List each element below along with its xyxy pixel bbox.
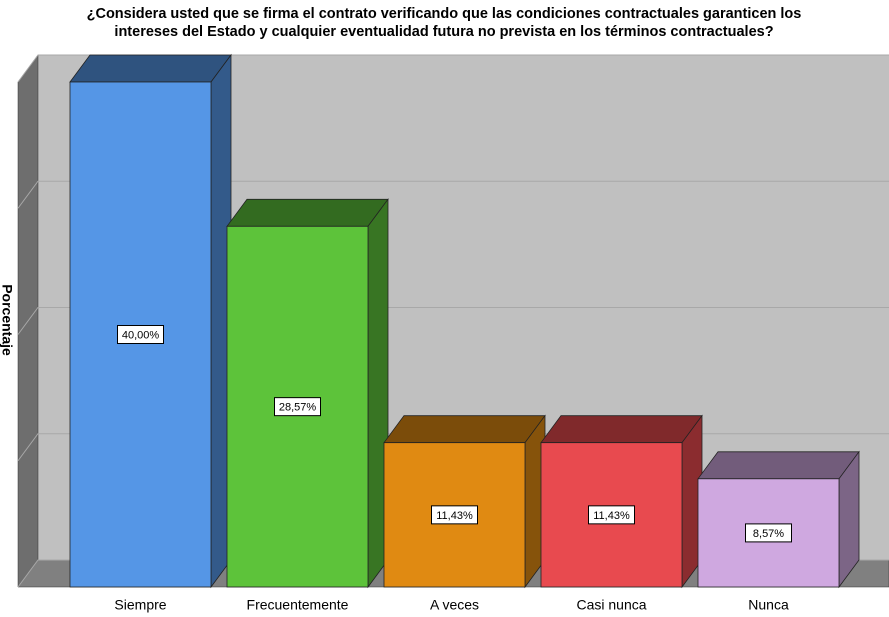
- bar-top: [383, 415, 546, 444]
- value-label: 11,43%: [593, 510, 630, 522]
- value-label: 11,43%: [436, 510, 473, 522]
- value-label-box: [274, 397, 321, 417]
- value-label: 8,57%: [753, 528, 784, 540]
- grid-line: [17, 307, 889, 335]
- value-label-box: [588, 505, 635, 525]
- y-axis-label: Porcentaje: [0, 284, 15, 356]
- chart-title: intereses del Estado y cualquier eventua…: [114, 24, 773, 40]
- value-label-box: [431, 505, 478, 525]
- x-tick-label: Casi nunca: [576, 597, 646, 613]
- chart-title: ¿Considera usted que se firma el contrat…: [87, 6, 802, 22]
- bar: [383, 414, 546, 589]
- value-label: 40,00%: [122, 329, 160, 341]
- x-tick-label: Frecuentemente: [247, 597, 349, 613]
- grid-line: [17, 180, 889, 209]
- x-tick-label: A veces: [430, 597, 479, 613]
- bar-top: [540, 415, 703, 444]
- bar-top: [69, 54, 232, 83]
- x-tick-label: Siempre: [114, 597, 166, 613]
- x-tick-label: Nunca: [748, 597, 789, 613]
- bar-top: [697, 451, 860, 480]
- value-label-box: [117, 325, 164, 344]
- bar: [540, 414, 703, 589]
- value-label: 28,57%: [279, 402, 317, 414]
- bar: [69, 53, 232, 589]
- grid-line: [17, 54, 889, 83]
- value-label-box: [745, 523, 792, 543]
- bar: [697, 450, 860, 589]
- bar-top: [226, 198, 389, 227]
- bar: [226, 198, 389, 589]
